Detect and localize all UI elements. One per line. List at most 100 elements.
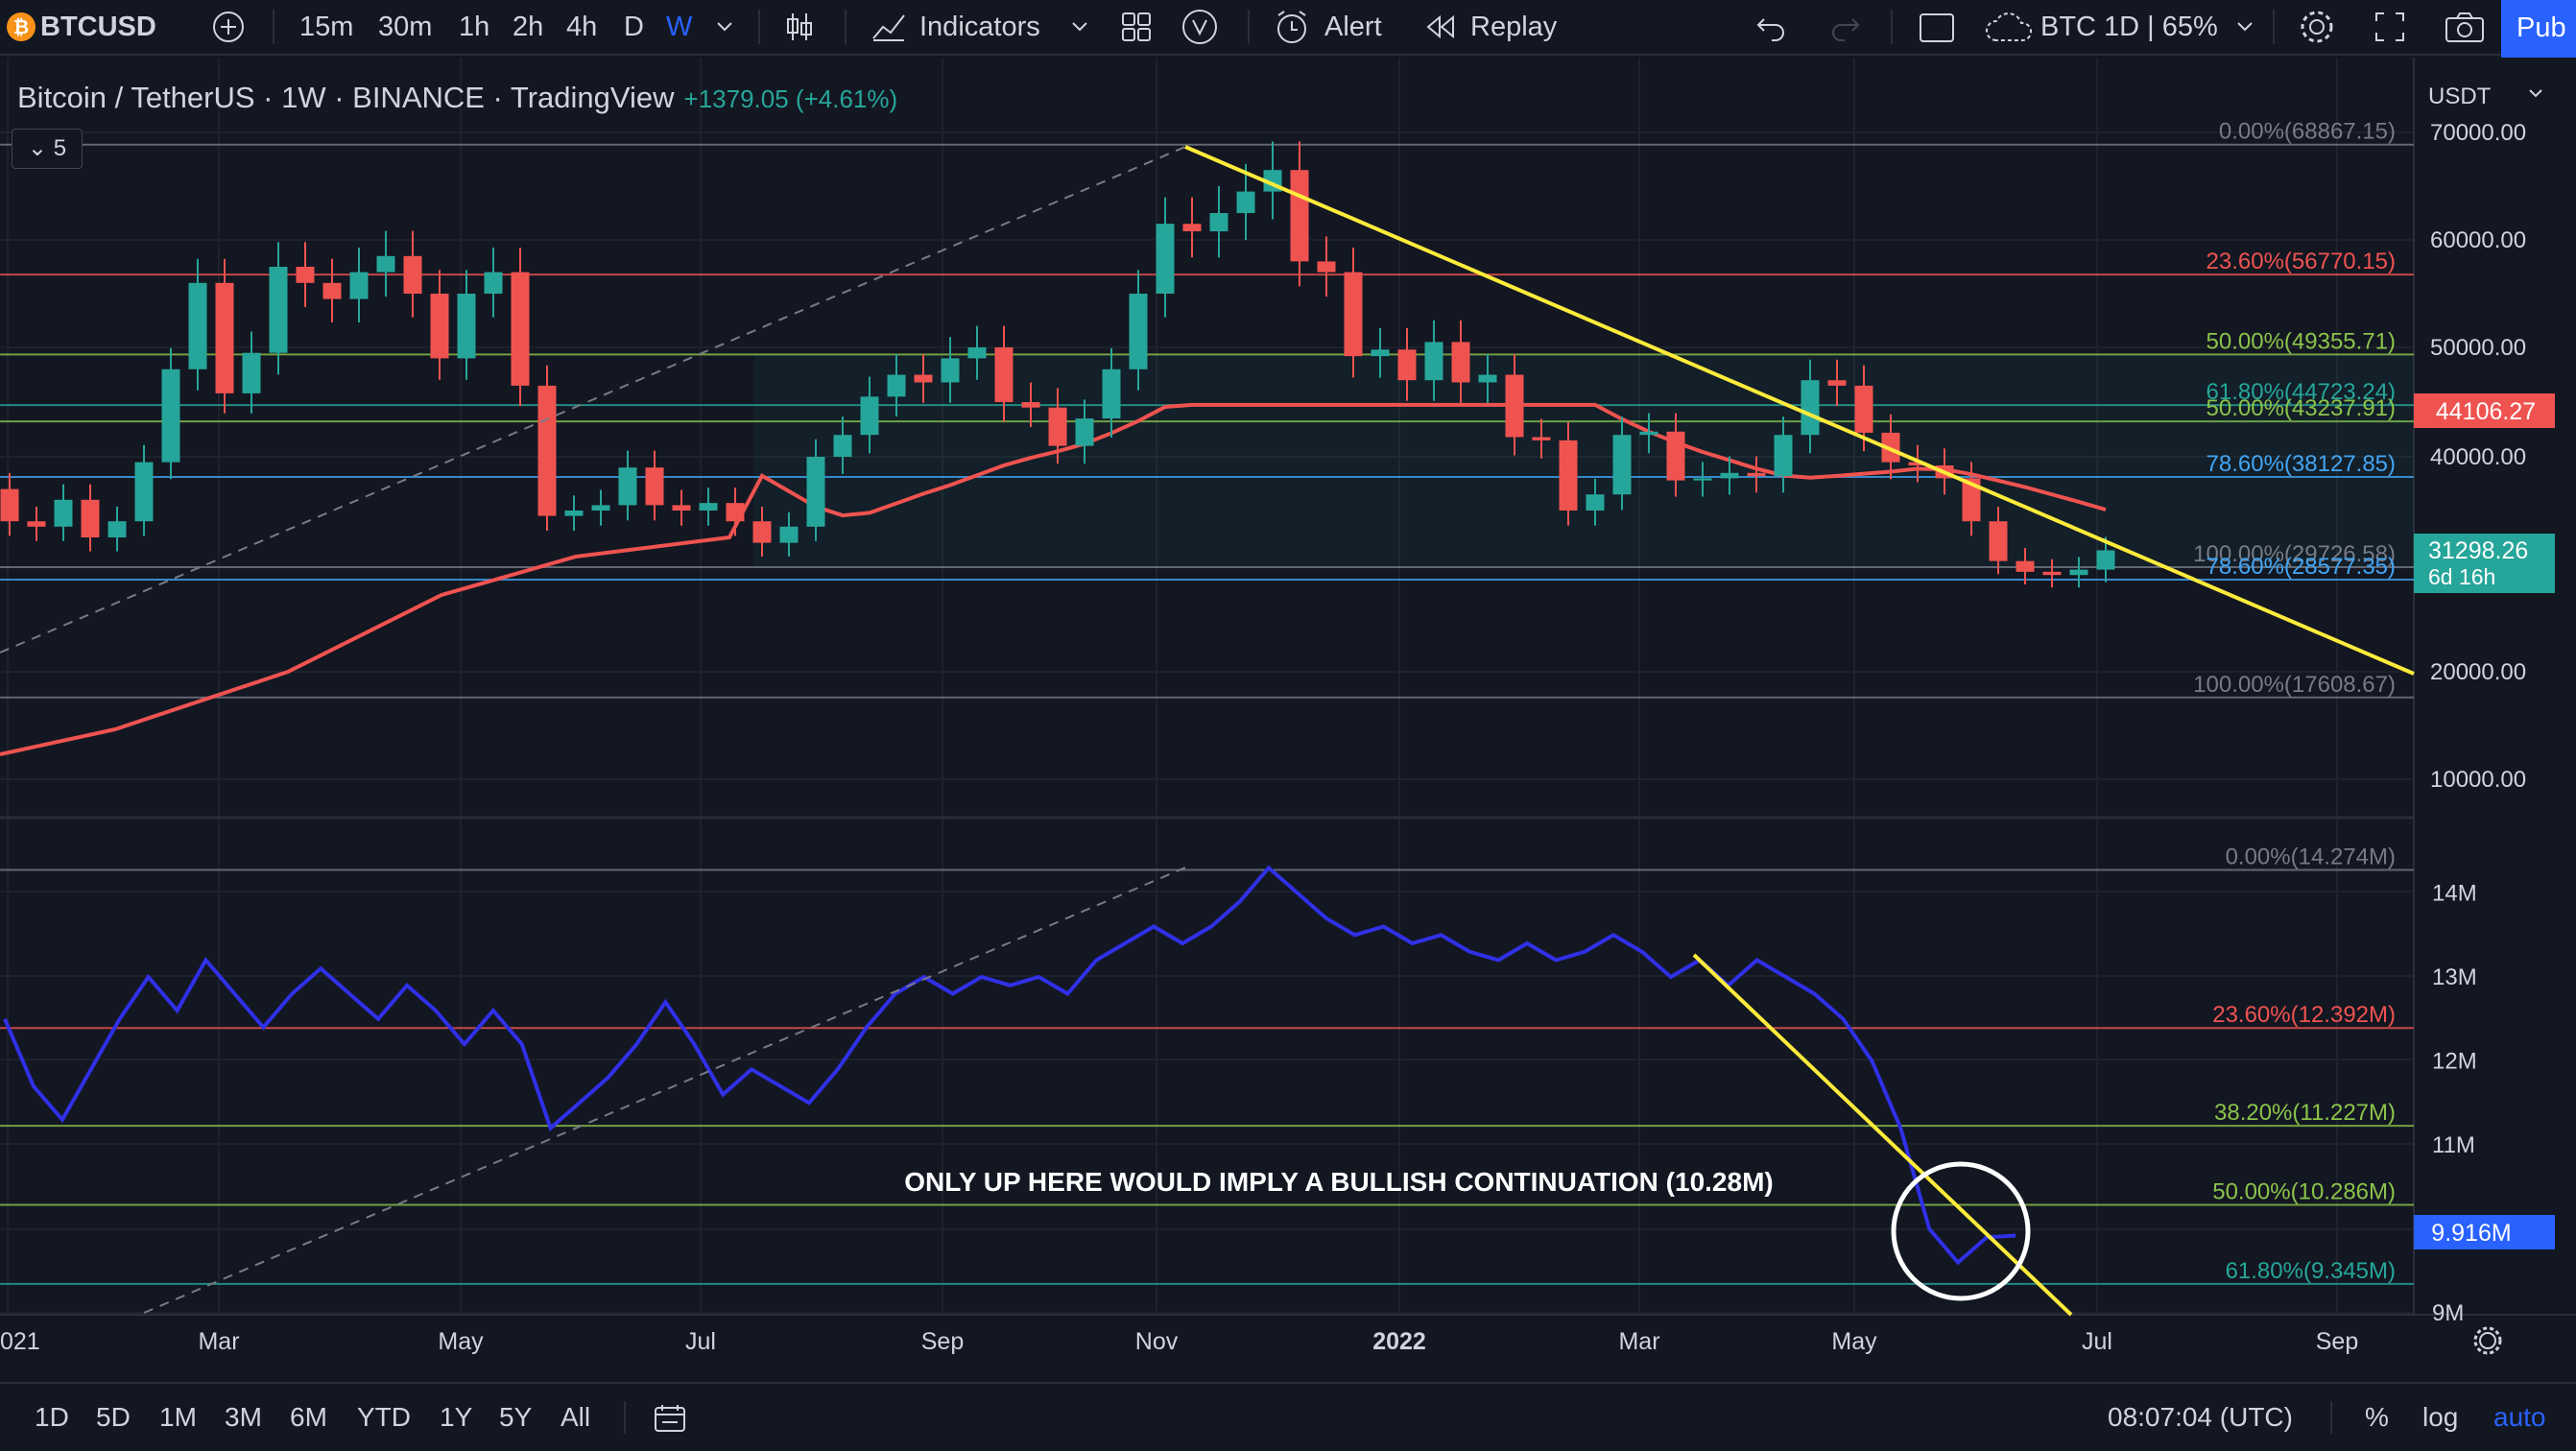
alarm-icon[interactable]	[1273, 8, 1311, 46]
redo-icon[interactable]	[1827, 12, 1862, 42]
settings-gear-icon[interactable]	[2473, 1326, 2502, 1355]
chart-legend[interactable]: Bitcoin / TetherUS · 1W · BINANCE · Trad…	[17, 81, 897, 115]
chart-canvas[interactable]: ONLY UP HERE WOULD IMPLY A BULLISH CONTI…	[0, 58, 2576, 1382]
time-tick: 021	[0, 1328, 40, 1355]
candle-body	[994, 347, 1014, 402]
candle-body	[27, 521, 46, 527]
range-1y[interactable]: 1Y	[440, 1402, 473, 1432]
fib-level-label: 78.60%(38127.85)	[2206, 451, 2396, 477]
interval-4h[interactable]: 4h	[566, 12, 598, 42]
alert-button[interactable]: Alert	[1324, 12, 1382, 42]
candle-body	[752, 521, 772, 543]
range-all[interactable]: All	[561, 1402, 591, 1432]
settings-icon[interactable]	[2298, 8, 2336, 46]
candle-body	[941, 358, 960, 383]
indicators-button[interactable]: Indicators	[919, 12, 1040, 42]
time-tick: Sep	[921, 1328, 964, 1355]
publish-button[interactable]: Pub	[2501, 0, 2576, 58]
fib-level-label: 23.60%(12.392M)	[2212, 1002, 2396, 1028]
candle-body	[1532, 437, 1551, 440]
templates-icon[interactable]	[1119, 10, 1154, 44]
cloud-icon[interactable]	[1985, 12, 2035, 44]
symbol-search[interactable]: BTCUSD	[40, 12, 156, 42]
candle-body	[1854, 385, 1873, 433]
trend-dashed-upper[interactable]	[0, 146, 1186, 654]
fib-labels-volume: 0.00%(14.274M) 23.60%(12.392M) 38.20%(11.2…	[2212, 844, 2396, 1284]
auto-toggle[interactable]: auto	[2493, 1402, 2546, 1432]
chevron-down-icon[interactable]	[1069, 17, 1090, 36]
interval-30m[interactable]: 30m	[378, 12, 433, 42]
undo-icon[interactable]	[1754, 12, 1789, 42]
interval-d[interactable]: D	[624, 12, 644, 42]
price-axis[interactable]: 70000.00 60000.00 50000.00 40000.00 20000.00…	[2430, 120, 2526, 793]
candle-body	[1962, 478, 1981, 522]
candle-body	[618, 467, 637, 506]
fullscreen-icon[interactable]	[2373, 10, 2407, 44]
downtrend-line-price[interactable]	[1184, 145, 2415, 676]
chevron-down-icon[interactable]	[714, 17, 735, 36]
range-5y[interactable]: 5Y	[499, 1402, 533, 1432]
candle-body	[349, 272, 369, 299]
candle-body	[430, 294, 449, 359]
highlight-circle[interactable]	[1891, 1161, 2031, 1301]
range-6m[interactable]: 6M	[290, 1402, 327, 1432]
legend-title: Bitcoin / TetherUS · 1W · BINANCE · Trad…	[17, 81, 675, 114]
interval-1h[interactable]: 1h	[459, 12, 490, 42]
candlestick-series	[0, 141, 2115, 588]
interval-w[interactable]: W	[666, 12, 693, 42]
candle-body	[1666, 431, 1685, 481]
ma-value-text: 44106.27	[2436, 398, 2536, 425]
utc-clock[interactable]: 08:07:04 (UTC)	[2108, 1402, 2293, 1432]
candle-body	[457, 294, 476, 359]
range-5d[interactable]: 5D	[96, 1402, 131, 1432]
fib-level-label: 23.60%(56770.15)	[2206, 249, 2396, 274]
fib-level-label: 0.00%(68867.15)	[2219, 119, 2396, 145]
candle-body	[1720, 472, 1739, 479]
range-1m[interactable]: 1M	[159, 1402, 197, 1432]
candle-body	[672, 505, 691, 511]
interval-2h[interactable]: 2h	[513, 12, 544, 42]
downtrend-line-volume[interactable]	[1692, 953, 2073, 1317]
legend-collapse-button[interactable]: ⌄ 5	[12, 129, 83, 169]
candle-body	[1317, 261, 1336, 273]
candle-body	[322, 282, 342, 299]
volume-tick: 9M	[2432, 1300, 2464, 1326]
candle-body	[1424, 342, 1443, 381]
replay-icon[interactable]	[1424, 13, 1457, 40]
volume-axis[interactable]: 14M 13M 12M 11M 9M	[2432, 881, 2477, 1327]
candle-body	[1612, 435, 1632, 495]
percent-toggle[interactable]: %	[2365, 1402, 2389, 1432]
v-icon[interactable]	[1181, 8, 1219, 46]
chevron-down-icon[interactable]	[2234, 17, 2255, 36]
candle-body	[887, 374, 906, 397]
replay-button[interactable]: Replay	[1470, 12, 1558, 42]
range-3m[interactable]: 3M	[225, 1402, 262, 1432]
currency-label[interactable]: USDT	[2428, 83, 2492, 109]
annotation-text[interactable]: ONLY UP HERE WOULD IMPLY A BULLISH CONTI…	[904, 1167, 1773, 1197]
add-icon[interactable]	[211, 10, 246, 44]
range-1d[interactable]: 1D	[35, 1402, 69, 1432]
last-price-badge	[2414, 534, 2555, 593]
interval-15m[interactable]: 15m	[299, 12, 354, 42]
indicators-icon[interactable]	[870, 10, 908, 44]
candle-body	[1559, 440, 1578, 511]
range-ytd[interactable]: YTD	[357, 1402, 411, 1432]
price-tick: 20000.00	[2430, 659, 2526, 685]
chevron-down-icon[interactable]	[2529, 89, 2542, 98]
price-tick: 40000.00	[2430, 444, 2526, 470]
candle-body	[699, 503, 718, 511]
candle-body	[376, 255, 395, 273]
layout-name[interactable]: BTC 1D | 65%	[2040, 12, 2218, 42]
date-range-icon[interactable]	[653, 1403, 687, 1434]
camera-icon[interactable]	[2444, 10, 2486, 44]
volume-tick: 11M	[2432, 1132, 2475, 1158]
time-axis[interactable]: 021 Mar May Jul Sep Nov 2022 Mar May Jul Sep	[0, 1328, 2358, 1355]
fib-retracement-volume[interactable]	[0, 868, 2414, 1285]
candle-body	[1989, 521, 2008, 561]
fib-level-label: 61.80%(44723.24)	[2206, 379, 2396, 405]
log-toggle[interactable]: log	[2422, 1402, 2459, 1432]
candle-body	[269, 267, 288, 353]
candles-icon[interactable]	[783, 10, 816, 44]
rect-icon[interactable]	[1918, 12, 1956, 44]
candle-countdown: 6d 16h	[2428, 564, 2495, 589]
